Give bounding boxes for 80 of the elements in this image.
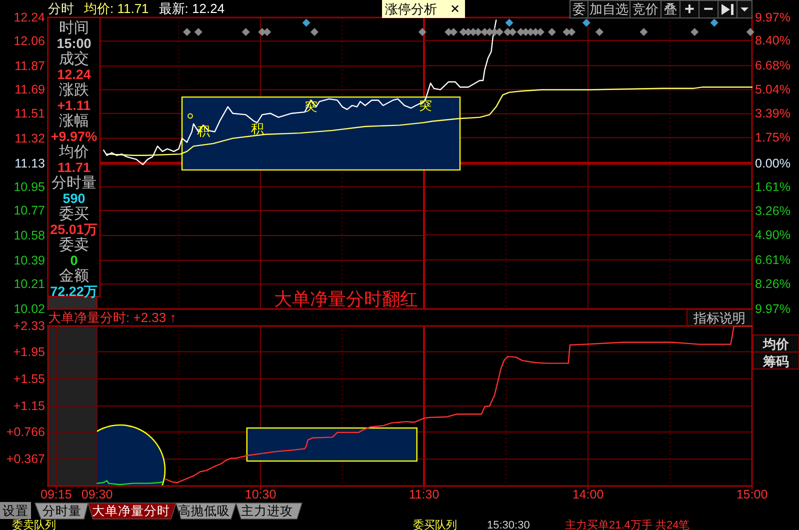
- x-tick-label: 09:15: [40, 488, 72, 502]
- annotation: 12.24: [57, 67, 92, 82]
- text: ✕: [450, 2, 460, 16]
- text: 大单净量分时: [92, 504, 170, 518]
- text: 主力买单21.4万手 共24笔: [565, 518, 690, 530]
- legend: 均价: 11.71 最新: 12.24: [84, 1, 225, 16]
- text: 筹码: [762, 354, 789, 369]
- y2-tick-label: 6.61%: [755, 252, 790, 267]
- y-tick-label: 11.13: [14, 156, 46, 170]
- y2-tick-label: 4.90%: [755, 228, 790, 242]
- y-tick-label: +0.367: [6, 452, 46, 466]
- y-tick-label: 10.58: [14, 228, 46, 242]
- annotation: +9.97%: [50, 129, 98, 144]
- text: 分时量: [42, 504, 82, 518]
- y2-tick-label: 9.97%: [755, 10, 790, 24]
- y2-tick-label: 1.75%: [755, 130, 790, 145]
- annotation: 涨幅: [59, 112, 89, 130]
- text: 加自选: [590, 2, 628, 16]
- y2-tick-label: 3.26%: [755, 204, 790, 218]
- x-tick-label: 15:00: [736, 488, 768, 502]
- x-tick-label: 14:00: [572, 488, 604, 502]
- annotation: 委买: [59, 206, 89, 222]
- annotation: 590: [62, 191, 86, 206]
- text: 竞价: [632, 2, 658, 16]
- y-tick-label: +1.55: [13, 372, 46, 386]
- text: 设置: [2, 504, 28, 518]
- y2-tick-label: 1.61%: [755, 180, 790, 194]
- annotation: 72.22万: [50, 284, 98, 299]
- annotation: 11.71: [57, 160, 92, 175]
- text: 15:30:30: [487, 520, 530, 530]
- annotation: 成交: [59, 50, 89, 68]
- text: 委买队列: [413, 518, 457, 530]
- y-tick-label: 11.32: [14, 131, 46, 146]
- annotation: 0: [70, 253, 78, 268]
- annotation: 金额: [59, 268, 89, 284]
- annotation: 均价: [58, 144, 89, 160]
- y2-tick-label: 8.26%: [755, 277, 790, 291]
- y-tick-label: 11.87: [14, 59, 46, 74]
- y2-tick-label: 8.40%: [755, 33, 790, 48]
- y2-tick-label: 0.00%: [755, 156, 790, 170]
- annotation: +: [684, 0, 695, 18]
- y-tick-label: +1.15: [13, 399, 46, 413]
- y-tick-label: 10.77: [14, 204, 46, 218]
- y-tick-label: 11.69: [14, 82, 46, 97]
- y-tick-label: 12.06: [14, 34, 46, 48]
- annotation: +1.11: [57, 98, 92, 113]
- y-tick-label: 11.51: [14, 106, 46, 120]
- annotation: 15:00: [56, 36, 92, 51]
- chart-title: 分时: [48, 1, 74, 16]
- y-tick-label: 12.24: [14, 10, 46, 24]
- x-tick-label: 11:30: [408, 488, 440, 502]
- text: 高抛低吸: [178, 503, 230, 518]
- y2-tick-label: 6.68%: [755, 58, 790, 73]
- chart-title: 大单净量分时: +2.33 ↑: [48, 310, 176, 325]
- y-tick-label: +0.766: [6, 425, 46, 440]
- y-tick-label: 10.21: [14, 277, 46, 292]
- x-tick-label: 10:30: [244, 488, 276, 502]
- text: 涨停分析: [385, 2, 437, 16]
- annotation: −: [704, 0, 714, 18]
- text: 委: [572, 2, 586, 16]
- text: 均价: [762, 336, 790, 352]
- text: 主力进攻: [241, 503, 293, 518]
- y2-tick-label: 3.39%: [755, 106, 790, 121]
- annotation: 涨跌: [59, 82, 89, 98]
- annotation: 分时量: [52, 174, 96, 192]
- text: 委卖队列: [12, 518, 56, 530]
- y-tick-label: 10.02: [14, 302, 46, 316]
- y2-tick-label: 9.97%: [755, 302, 790, 316]
- y-tick-label: +2.33: [13, 319, 46, 333]
- y-tick-label: +1.95: [13, 344, 46, 359]
- y-tick-label: 10.39: [14, 253, 46, 268]
- text: 指标说明: [692, 310, 746, 326]
- annotation: 委卖: [59, 236, 89, 254]
- y-tick-label: 10.95: [14, 180, 46, 194]
- x-tick-label: 09:30: [81, 488, 113, 502]
- annotation: 大单净量分时翻红: [274, 289, 418, 309]
- annotation: 25.01万: [50, 222, 98, 237]
- text: 叠: [664, 2, 677, 16]
- annotation: 时间: [59, 20, 89, 36]
- y2-tick-label: 5.04%: [755, 82, 790, 97]
